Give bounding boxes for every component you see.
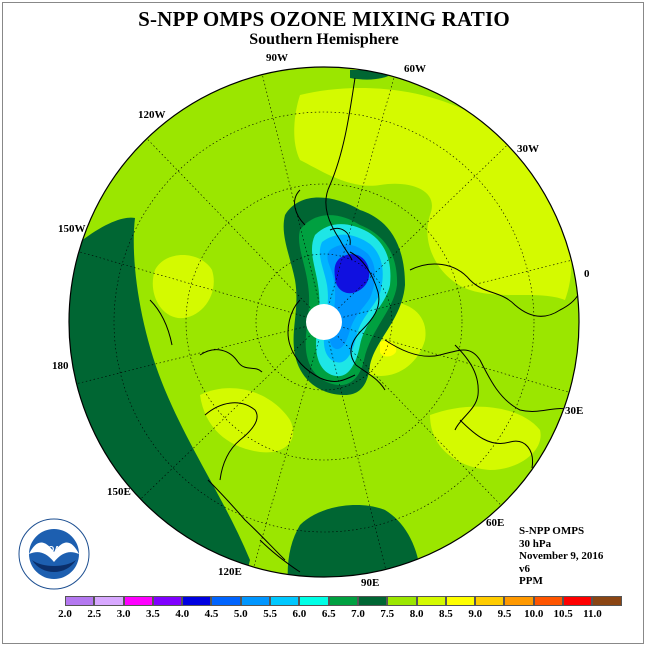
meridian-line	[140, 321, 325, 500]
meridian-line	[323, 260, 572, 323]
colorbar-segment	[299, 596, 329, 606]
colorbar-segment	[65, 596, 95, 606]
colorbar-segment	[504, 596, 534, 606]
logo-text: NOAA	[42, 545, 66, 554]
colorbar-segment	[152, 596, 183, 606]
lon-label-90w: 90W	[266, 52, 288, 64]
colorbar-tick-label: 3.0	[116, 608, 131, 620]
colorbar-segment	[182, 596, 212, 606]
colorbar-segment	[211, 596, 241, 606]
meridian-line	[78, 251, 325, 323]
colorbar-tick-label: 9.0	[468, 608, 483, 620]
meridian-line	[262, 74, 325, 323]
colorbar-tick-label: 2.5	[87, 608, 102, 620]
colorbar-tick-label: 11.0	[583, 608, 602, 620]
colorbar-tick-label: 10.5	[553, 608, 573, 620]
colorbar-tick-label: 4.0	[175, 608, 190, 620]
info-version: v6	[519, 562, 530, 575]
ozone-level-8-0	[430, 406, 541, 470]
info-instrument: S-NPP OMPS	[519, 525, 585, 537]
colorbar-tick-label: 5.0	[233, 608, 248, 620]
colorbar-tick-label: 8.5	[439, 608, 453, 620]
colorbar-tick-label: 7.0	[351, 608, 365, 620]
lon-label-90e: 90E	[361, 577, 380, 589]
colorbar-tick-label: 7.5	[380, 608, 395, 620]
lon-label-120w: 120W	[138, 109, 166, 121]
colorbar-tick-label: 10.0	[524, 608, 544, 620]
ozone-level-4-0	[334, 254, 370, 294]
map-boundary	[68, 66, 580, 578]
colorbar-segment	[416, 596, 446, 606]
meridian-line	[76, 321, 325, 384]
colorbar	[65, 596, 622, 606]
noaa-logo-icon: NOAA	[18, 518, 90, 590]
colorbar-segment	[270, 596, 300, 606]
colorbar-tick-label: 2.0	[58, 608, 72, 620]
info-level: 30 hPa	[519, 537, 552, 550]
pole-no-data	[306, 304, 342, 340]
lon-label-60e: 60E	[486, 517, 505, 529]
meridian-line	[323, 321, 502, 506]
colorbar-segment	[94, 596, 124, 606]
lon-label-60w: 60W	[404, 63, 426, 75]
colorbar-segment	[445, 596, 476, 606]
colorbar-tick-label: 5.5	[263, 608, 277, 620]
colorbar-tick-label: 9.5	[497, 608, 512, 620]
lon-label-0: 0	[584, 268, 590, 280]
colorbar-segment	[592, 596, 622, 606]
lon-label-30w: 30W	[517, 143, 539, 155]
colorbar-segment	[357, 596, 388, 606]
colorbar-tick-label: 4.5	[204, 608, 219, 620]
meridian-line	[323, 144, 508, 323]
map-title: S-NPP OMPS OZONE MIXING RATIO	[138, 7, 510, 31]
colorbar-segment	[533, 596, 564, 606]
info-date: November 9, 2016	[519, 550, 604, 563]
meridian-line	[323, 321, 386, 570]
ozone-level-8-0	[152, 255, 214, 319]
info-units: PPM	[519, 575, 543, 588]
product-info: S-NPP OMPS 30 hPa November 9, 2016 v6 PP…	[519, 525, 603, 588]
meridian-line	[323, 76, 395, 323]
colorbar-segment	[387, 596, 417, 606]
colorbar-segment	[123, 596, 153, 606]
colorbar-segment	[240, 596, 271, 606]
lon-label-150w: 150W	[58, 223, 86, 235]
colorbar-tick-label: 6.5	[321, 608, 336, 620]
colorbar-tick-label: 6.0	[292, 608, 307, 620]
ozone-level-8-0	[294, 87, 572, 300]
colorbar-tick-label: 3.5	[146, 608, 160, 620]
lon-label-180: 180	[52, 360, 69, 372]
map-subtitle: Southern Hemisphere	[249, 31, 399, 48]
meridian-line	[146, 138, 325, 323]
colorbar-segment	[475, 596, 505, 606]
lon-label-150e: 150E	[107, 486, 131, 498]
colorbar-tick-label: 8.0	[409, 608, 424, 620]
colorbar-segment	[328, 596, 358, 606]
meridian-line	[323, 321, 570, 393]
lon-label-120e: 120E	[218, 566, 242, 578]
colorbar-segment	[563, 596, 593, 606]
lon-label-30e: 30E	[565, 405, 584, 417]
meridian-line	[253, 321, 325, 568]
